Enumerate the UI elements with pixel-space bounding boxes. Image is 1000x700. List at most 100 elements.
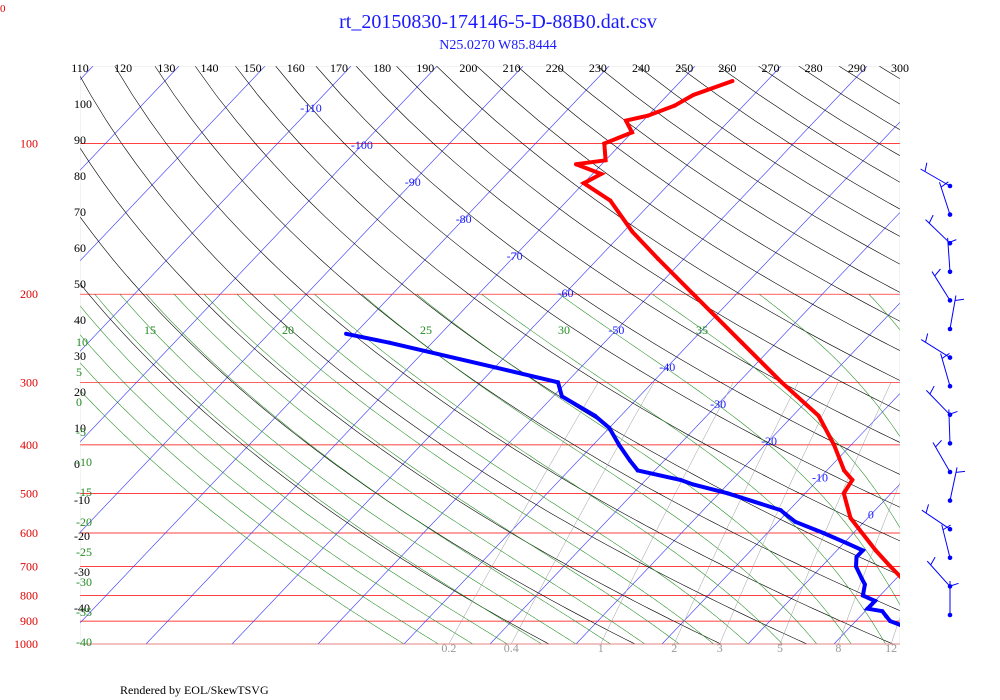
- pressure-tick-label: 100: [20, 137, 38, 151]
- top-tick-label: 270: [762, 61, 780, 75]
- temperature-profile-point: [603, 158, 608, 163]
- dewpoint-profile-point: [922, 629, 926, 633]
- plot-frame: [80, 66, 900, 645]
- wind-barb: [947, 409, 958, 446]
- wind-barb: [947, 295, 965, 332]
- wind-barb: [931, 268, 953, 303]
- temperature-profile-point: [841, 491, 846, 496]
- isotherm-line: [80, 66, 438, 443]
- dewpoint-profile-point: [627, 458, 632, 463]
- moist-adiabat-line: [94, 294, 542, 645]
- dewpoint-profile-point: [845, 541, 850, 546]
- top-tick-label: 250: [675, 61, 693, 75]
- wind-barb: [926, 556, 953, 589]
- top-tick-label: 220: [546, 61, 564, 75]
- dewpoint-profile-point: [854, 554, 859, 559]
- dewpoint-profile-point: [933, 640, 937, 644]
- pressure-tick-label: 600: [20, 526, 38, 540]
- moist-adiabat-line: [273, 293, 749, 645]
- moist-adiabat-line: [361, 293, 818, 645]
- moist-adiabat-line: [80, 305, 508, 645]
- isotherm-line: [920, 66, 1000, 644]
- top-tick-label: 160: [287, 61, 305, 75]
- dewpoint-profile-point: [859, 576, 864, 581]
- pressure-tick-label: 500: [20, 486, 38, 500]
- top-tick-label: 300: [891, 61, 909, 75]
- moist-adiabat-line: [80, 389, 405, 645]
- isotherm-line: [80, 66, 524, 533]
- dewpoint-profile-point: [492, 365, 497, 370]
- temperature-profile-point: [832, 442, 837, 447]
- mixing-ratio-line: [719, 382, 839, 645]
- dry-adiabat-label: 70: [74, 205, 86, 219]
- grid-lines: [80, 66, 1000, 645]
- wind-barb: [920, 162, 953, 189]
- temperature-profile-point: [608, 198, 613, 203]
- wind-barb: [940, 352, 953, 389]
- top-tick-label: 260: [718, 61, 736, 75]
- moist-adiabat-label: -20: [76, 515, 92, 529]
- temperature-profile-point: [624, 118, 629, 123]
- mixing-ratio-label: 0.4: [504, 641, 519, 655]
- dry-adiabat-label: -40: [74, 601, 90, 615]
- moist-adiabat-label: 0: [76, 395, 82, 409]
- temperature-profile-point: [691, 93, 696, 98]
- mixing-ratio-line: [510, 382, 655, 645]
- dewpoint-profile-point: [865, 606, 870, 611]
- dewpoint-profile-point: [559, 394, 564, 399]
- top-tick-label: 290: [848, 61, 866, 75]
- isotherm-line: [575, 302, 900, 645]
- mixing-ratio-label: 8: [835, 641, 841, 655]
- sounding-profiles: [344, 78, 961, 644]
- temperature-profile-point: [937, 613, 941, 617]
- top-tick-label: 180: [373, 61, 391, 75]
- dry-adiabat-line: [114, 66, 894, 645]
- wind-barb: [947, 237, 957, 275]
- isotherm-line: [317, 66, 868, 645]
- line-labels: -110-100-90-80-70-60-50-40-30-20-1001009…: [74, 97, 897, 655]
- moist-adiabat-label: 25: [420, 323, 432, 337]
- temperature-profile: [575, 79, 900, 580]
- chart-title: rt_20150830-174146-5-D-88B0.dat.csv: [339, 11, 657, 33]
- dry-adiabat-label: 90: [74, 133, 86, 147]
- moist-adiabat-line: [965, 294, 1000, 644]
- dewpoint-profile-point: [821, 530, 826, 535]
- mixing-ratio-label: 0.2: [441, 641, 456, 655]
- top-tick-label: 280: [805, 61, 823, 75]
- dry-adiabat-line: [960, 66, 1000, 644]
- moist-adiabat-line: [481, 293, 886, 645]
- moist-adiabat-line: [203, 294, 680, 645]
- top-tick-label: 230: [589, 61, 607, 75]
- temperature-profile-point: [957, 633, 961, 637]
- temperature-profile-point: [779, 380, 784, 385]
- dry-adiabat-line: [355, 66, 900, 443]
- top-tick-label: 110: [71, 61, 89, 75]
- dewpoint-profile-point: [691, 482, 696, 487]
- dry-adiabat-label: 80: [74, 169, 86, 183]
- isotherm-line: [145, 66, 696, 645]
- mixing-ratio-line: [673, 382, 799, 645]
- isotherm-line: [747, 483, 900, 645]
- temperature-profile-point: [645, 113, 650, 118]
- temperature-profile-point: [930, 607, 934, 611]
- temperature-profile-point: [947, 625, 951, 629]
- dry-adiabat-line: [396, 66, 900, 412]
- wind-barbs: [920, 162, 966, 618]
- moist-adiabat-line: [559, 293, 900, 606]
- dry-adiabat-label: 30: [74, 349, 86, 363]
- dewpoint-profile-point: [860, 548, 865, 553]
- dewpoint-profile-point: [783, 512, 788, 517]
- dry-adiabat-label: -30: [74, 565, 90, 579]
- dewpoint-profile-point: [931, 633, 935, 637]
- isotherm-label: -90: [405, 175, 421, 189]
- wind-barb: [947, 581, 959, 618]
- top-tick-label: 140: [200, 61, 218, 75]
- pressure-tick-label: 200: [20, 287, 38, 301]
- wind-barb: [939, 181, 953, 217]
- moist-adiabat-label: 30: [558, 323, 570, 337]
- dewpoint-profile-point: [635, 468, 640, 473]
- chart-subtitle: N25.0270 W85.8444: [439, 38, 557, 53]
- wind-barb: [926, 385, 953, 418]
- dry-adiabat-label: 60: [74, 241, 86, 255]
